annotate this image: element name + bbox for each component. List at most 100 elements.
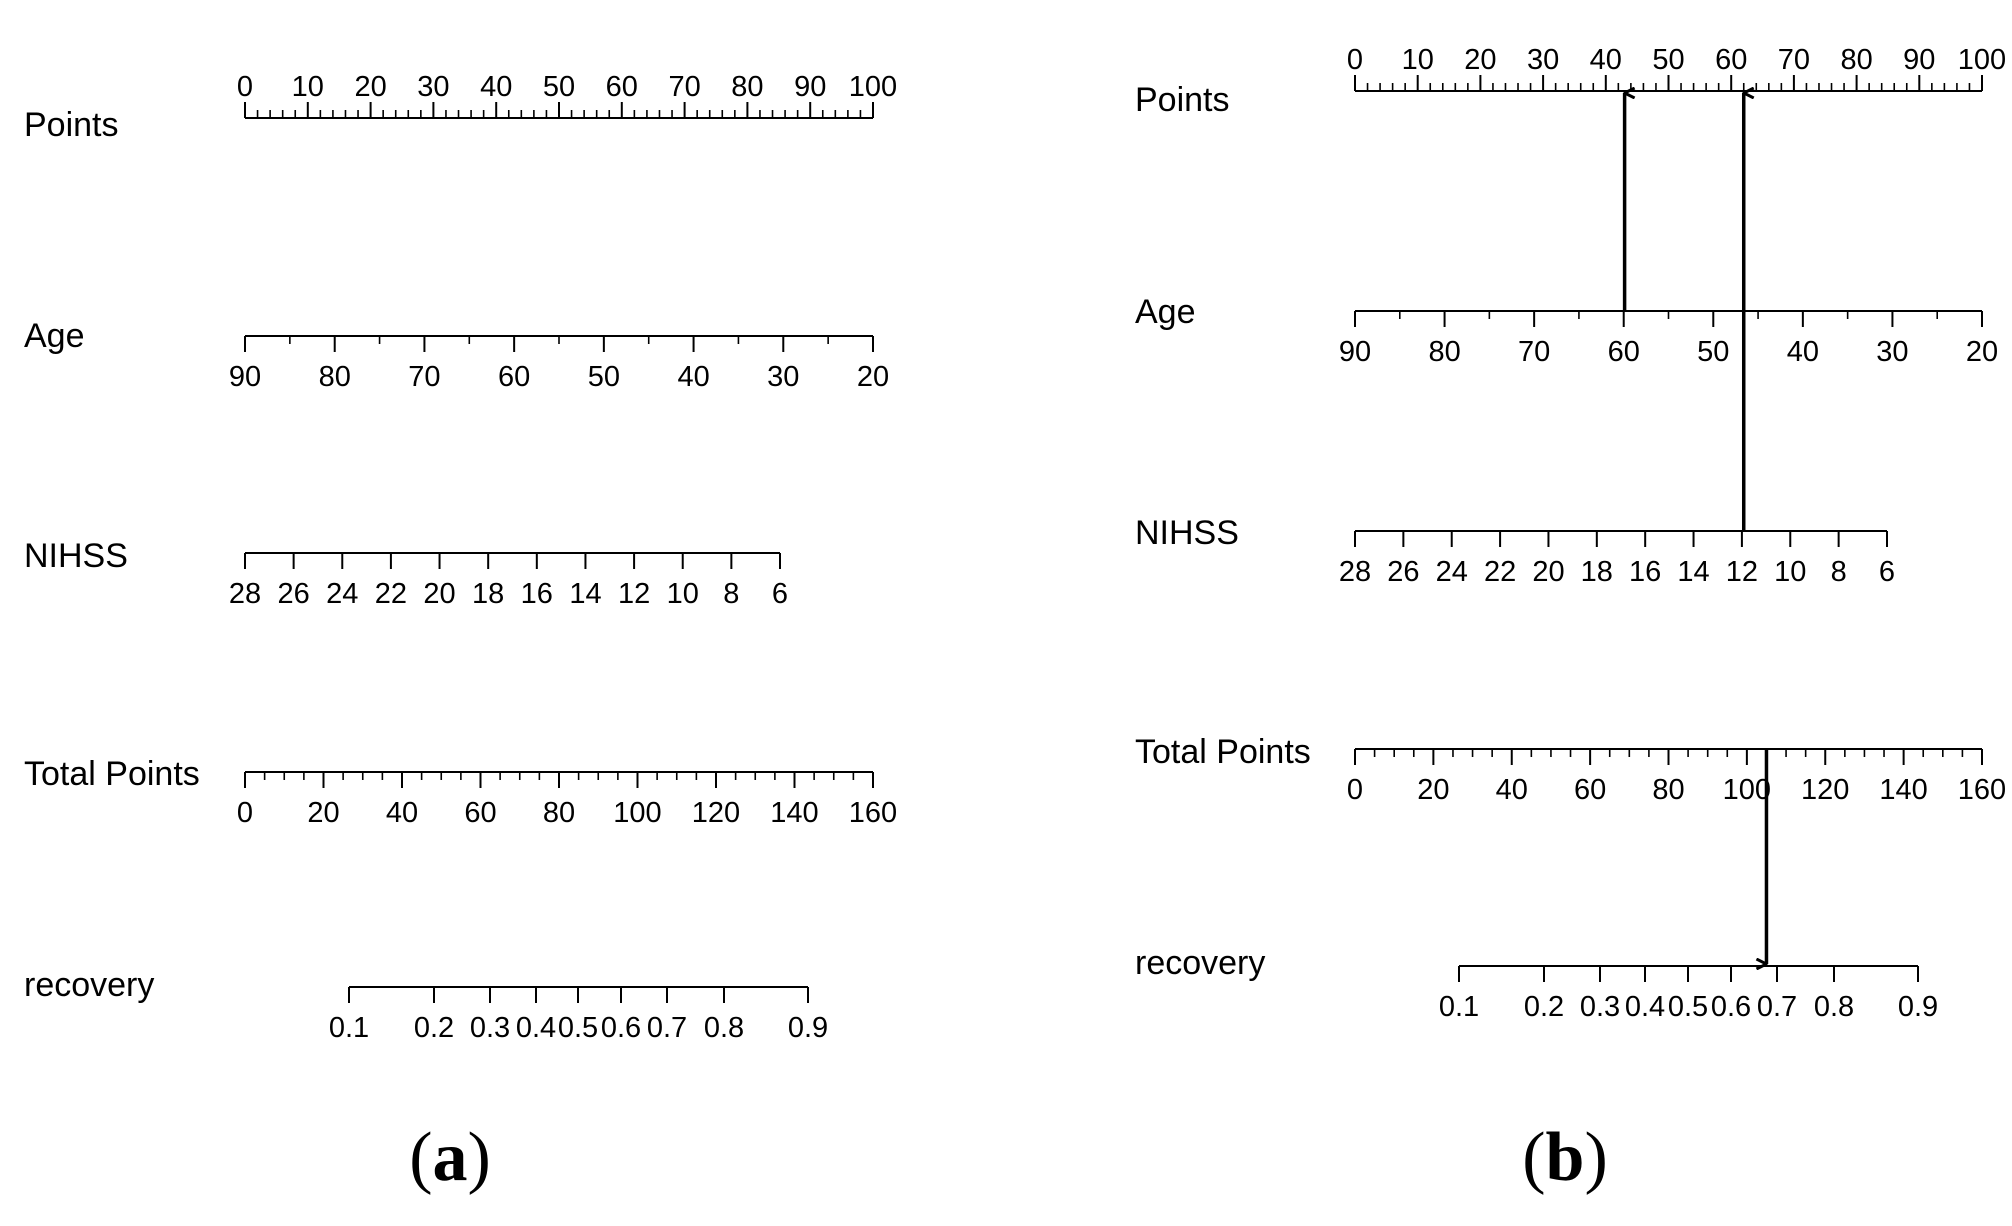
tick-label: 0.3: [1580, 991, 1620, 1023]
tick-label: 0: [1347, 774, 1363, 806]
tick-label: 0.7: [1757, 991, 1797, 1023]
tick-label: 50: [588, 361, 620, 393]
tick-label: 120: [692, 797, 740, 829]
tick-label: 0.5: [1668, 991, 1708, 1023]
scale-recovery: recovery 0.1 0.2 0.3 0.4 0.5 0.6 0.7 0.8 0.9: [24, 966, 828, 1044]
tick-label: 50: [1652, 44, 1684, 76]
tick-label: 28: [229, 578, 261, 610]
tick-label: 22: [1484, 556, 1516, 588]
tick-label: 140: [770, 797, 818, 829]
scale-label-points: Points: [1135, 81, 1230, 119]
tick-label: 18: [1581, 556, 1613, 588]
tick-label: 40: [480, 71, 512, 103]
tick-label: 24: [1436, 556, 1468, 588]
tick-label: 16: [521, 578, 553, 610]
scale-label-points: Points: [24, 106, 119, 144]
tick-label: 30: [417, 71, 449, 103]
tick-label: 0: [237, 71, 253, 103]
panel-caption-letter: a: [433, 1119, 468, 1196]
tick-label: 100: [613, 797, 661, 829]
tick-label: 160: [849, 797, 897, 829]
tick-label: 40: [386, 797, 418, 829]
tick-label: 100: [849, 71, 897, 103]
tick-label: 80: [319, 361, 351, 393]
tick-label: 0.1: [1439, 991, 1479, 1023]
scale-label-age: Age: [1135, 293, 1196, 331]
tick-label: 10: [292, 71, 324, 103]
scale-total-points: Total Points 0 20 40 60 80 100 120 140 160: [1135, 733, 2006, 806]
tick-label: 60: [1608, 336, 1640, 368]
tick-label: 14: [569, 578, 601, 610]
scale-total-points: Total Points 0 20 40 60 80 100 120 140 160: [24, 755, 897, 829]
scale-label-recovery: recovery: [24, 966, 154, 1004]
tick-label: 0.6: [601, 1012, 641, 1044]
tick-label: 0.1: [329, 1012, 369, 1044]
tick-label: 8: [1831, 556, 1847, 588]
tick-label: 0.8: [704, 1012, 744, 1044]
scale-label-nihss: NIHSS: [1135, 514, 1239, 552]
panel-caption-a: (a): [409, 1119, 491, 1196]
tick-label: 20: [1417, 774, 1449, 806]
tick-label: 6: [772, 578, 788, 610]
tick-label: 0: [1347, 44, 1363, 76]
tick-label: 90: [1339, 336, 1371, 368]
tick-label: 60: [498, 361, 530, 393]
scale-label-nihss: NIHSS: [24, 537, 128, 575]
tick-label: 20: [857, 361, 889, 393]
scale-label-age: Age: [24, 317, 85, 355]
tick-label: 0.5: [558, 1012, 598, 1044]
scale-label-total-points: Total Points: [1135, 733, 1311, 771]
tick-label: 40: [1787, 336, 1819, 368]
tick-label: 26: [1387, 556, 1419, 588]
tick-label: 20: [1532, 556, 1564, 588]
tick-label: 10: [1774, 556, 1806, 588]
scale-points: Points 0 10 20 30 40 50 60 70 80 90 100: [1135, 44, 2006, 119]
scale-label-recovery: recovery: [1135, 944, 1265, 982]
tick-label: 60: [606, 71, 638, 103]
tick-label: 10: [1402, 44, 1434, 76]
panel-caption-open: (: [1522, 1119, 1545, 1196]
tick-label: 28: [1339, 556, 1371, 588]
scale-nihss: NIHSS 28 26 24 22 20 18 16 14 12 10 8 6: [1135, 514, 1895, 588]
tick-label: 70: [1778, 44, 1810, 76]
tick-label: 16: [1629, 556, 1661, 588]
tick-label: 12: [1726, 556, 1758, 588]
tick-label: 60: [464, 797, 496, 829]
panel-caption-open: (: [409, 1119, 432, 1196]
tick-label: 20: [1464, 44, 1496, 76]
scale-points: Points 0 10 20 30 40 50 60 70 80 90 100: [24, 71, 897, 144]
tick-label: 50: [1697, 336, 1729, 368]
tick-label: 0.6: [1711, 991, 1751, 1023]
tick-label: 140: [1879, 774, 1927, 806]
tick-label: 0.2: [1524, 991, 1564, 1023]
tick-label: 0.2: [414, 1012, 454, 1044]
tick-label: 100: [1723, 774, 1771, 806]
tick-label: 60: [1574, 774, 1606, 806]
tick-label: 100: [1958, 44, 2006, 76]
scale-recovery: recovery 0.1 0.2 0.3 0.4 0.5 0.6 0.7 0.8 0.9: [1135, 944, 1938, 1023]
tick-label: 8: [723, 578, 739, 610]
tick-label: 40: [1590, 44, 1622, 76]
tick-label: 60: [1715, 44, 1747, 76]
tick-label: 20: [354, 71, 386, 103]
tick-label: 12: [618, 578, 650, 610]
tick-label: 20: [423, 578, 455, 610]
tick-label: 20: [307, 797, 339, 829]
tick-label: 0.7: [647, 1012, 687, 1044]
scale-label-total-points: Total Points: [24, 755, 200, 793]
tick-label: 80: [1428, 336, 1460, 368]
tick-label: 24: [326, 578, 358, 610]
tick-label: 0: [237, 797, 253, 829]
tick-label: 26: [278, 578, 310, 610]
panel-caption-letter: b: [1546, 1119, 1585, 1196]
tick-label: 6: [1879, 556, 1895, 588]
tick-label: 80: [1652, 774, 1684, 806]
tick-label: 90: [794, 71, 826, 103]
tick-label: 0.4: [516, 1012, 556, 1044]
panel-caption-close: ): [1584, 1119, 1607, 1196]
tick-label: 10: [667, 578, 699, 610]
panel-caption-close: ): [468, 1119, 491, 1196]
